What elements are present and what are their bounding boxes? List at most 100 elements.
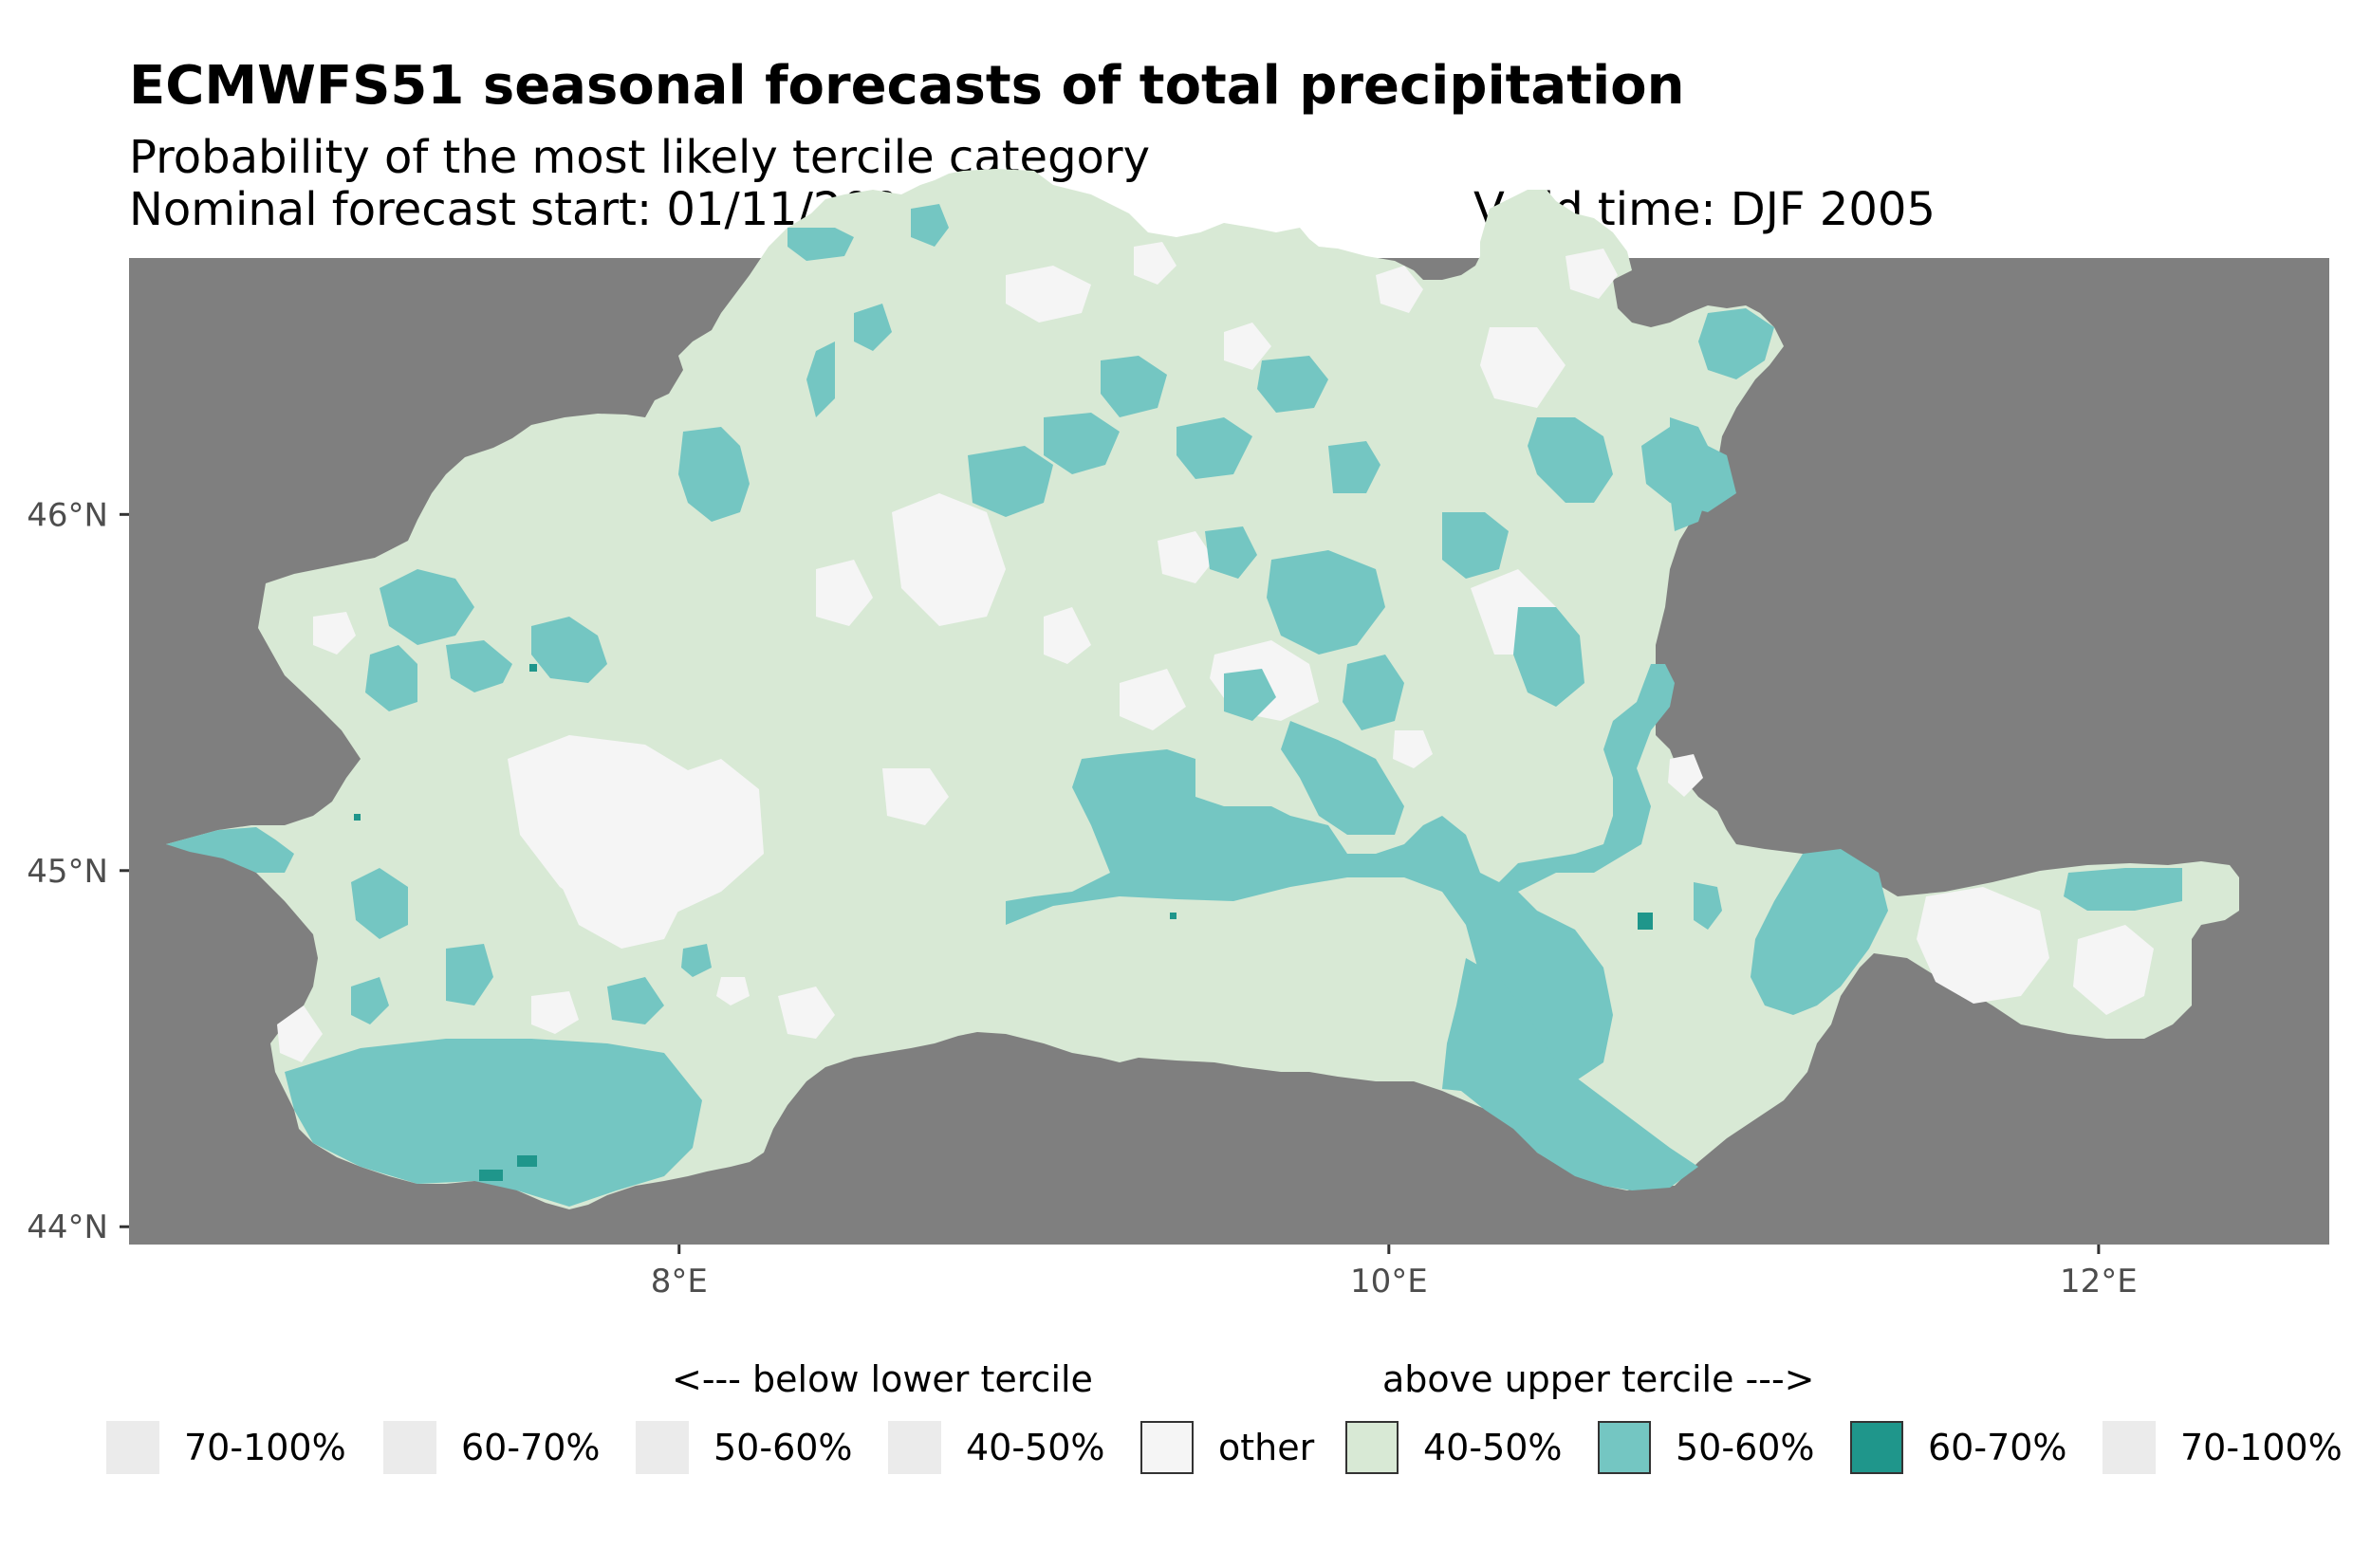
region-above-60-70 — [1170, 913, 1176, 919]
region-other — [778, 987, 835, 1039]
legend-label: 60-70% — [461, 1427, 601, 1468]
region-above-50-60 — [1176, 417, 1252, 479]
legend-swatch — [1850, 1421, 1903, 1474]
legend-swatch — [1140, 1421, 1194, 1474]
region-above-50-60 — [1513, 607, 1584, 707]
region-above-50-60 — [285, 1039, 702, 1207]
region-above-50-60 — [1694, 882, 1722, 930]
region-above-50-60 — [1257, 356, 1328, 413]
legend-item: 60-70% — [383, 1419, 601, 1476]
legend-label: other — [1218, 1427, 1315, 1468]
region-above-50-60 — [2064, 868, 2182, 911]
region-above-50-60 — [1267, 550, 1385, 655]
region-other — [2073, 925, 2154, 1015]
region-above-50-60 — [607, 977, 664, 1024]
legend-label: 40-50% — [1423, 1427, 1563, 1468]
region-above-50-60 — [1224, 669, 1276, 721]
region-other — [1393, 730, 1433, 768]
region-above-50-60 — [446, 944, 493, 1005]
legend-label: 40-50% — [966, 1427, 1105, 1468]
region-above-50-60 — [365, 645, 417, 711]
region-above-60-70 — [1638, 913, 1653, 930]
region-other — [1006, 266, 1091, 323]
region-above-50-60 — [1641, 427, 1736, 512]
legend-swatch — [636, 1421, 689, 1474]
legend-item: 40-50% — [1345, 1419, 1563, 1476]
y-tick-label: 45°N — [27, 853, 108, 891]
region-above-50-60 — [1115, 754, 1186, 835]
region-above-50-60 — [911, 204, 949, 247]
region-other — [1134, 242, 1176, 285]
legend-item: 60-70% — [1850, 1419, 2067, 1476]
region-other — [277, 1005, 323, 1062]
region-other — [882, 768, 949, 825]
region-above-60-70 — [354, 814, 361, 821]
region-other — [1158, 531, 1214, 583]
region-above-60-70 — [529, 664, 537, 672]
legend-item: 70-100% — [106, 1419, 346, 1476]
x-tick-label: 12°E — [2060, 1263, 2138, 1301]
region-above-50-60 — [531, 617, 607, 683]
legend-swatch — [888, 1421, 941, 1474]
region-above-50-60 — [968, 446, 1053, 517]
y-tick-label: 46°N — [27, 496, 108, 534]
region-above-50-60 — [1044, 413, 1120, 474]
region-above-50-60 — [787, 228, 854, 261]
region-above-50-60 — [806, 341, 835, 417]
legend-swatch — [383, 1421, 436, 1474]
legend-label: 50-60% — [1676, 1427, 1815, 1468]
legend-swatch — [2103, 1421, 2156, 1474]
chart-title: ECMWFS51 seasonal forecasts of total pre… — [129, 55, 1685, 117]
region-other — [531, 991, 579, 1034]
region-above-50-60 — [854, 304, 892, 351]
map-layers — [166, 169, 2239, 1209]
region-above-60-70 — [517, 1155, 537, 1167]
legend-label: 50-60% — [713, 1427, 853, 1468]
legend-label: 70-100% — [2180, 1427, 2343, 1468]
legend-item: 50-60% — [636, 1419, 853, 1476]
region-other — [716, 977, 750, 1005]
legend-item: 50-60% — [1598, 1419, 1815, 1476]
region-other — [560, 830, 683, 949]
region-above-50-60 — [446, 640, 512, 692]
region-above-50-60 — [351, 977, 389, 1024]
region-above-50-60 — [678, 427, 750, 522]
x-tick-label: 8°E — [651, 1263, 708, 1301]
region-above-60-70 — [479, 1170, 503, 1181]
legend-swatch — [1345, 1421, 1399, 1474]
x-tick-label: 10°E — [1350, 1263, 1428, 1301]
legend-swatch — [1598, 1421, 1651, 1474]
region-other — [1566, 249, 1618, 299]
legend-label: 60-70% — [1928, 1427, 2067, 1468]
region-above-50-60 — [1205, 526, 1257, 579]
region-other — [1376, 266, 1423, 313]
legend-below-heading: <--- below lower tercile — [672, 1358, 1093, 1400]
region-other — [892, 493, 1006, 626]
region-other — [816, 560, 873, 626]
region-other — [1044, 607, 1091, 664]
region-above-50-60 — [380, 569, 474, 645]
region-above-50-60 — [1442, 512, 1509, 579]
region-above-50-60 — [166, 827, 294, 873]
legend-label: 70-100% — [184, 1427, 346, 1468]
legend-above-heading: above upper tercile ---> — [1382, 1358, 1815, 1400]
region-other — [1668, 754, 1703, 797]
region-above-50-60 — [351, 868, 408, 939]
region-other — [313, 612, 356, 655]
region-other — [1480, 327, 1566, 408]
region-above-50-60 — [1328, 441, 1380, 493]
legend-swatch — [106, 1421, 159, 1474]
legend-item: 40-50% — [888, 1419, 1105, 1476]
legend-item: other — [1140, 1419, 1314, 1476]
region-above-50-60 — [1442, 958, 1698, 1190]
region-above-50-60 — [1101, 356, 1167, 417]
map-axes: 8°E 10°E 12°E 44°N 45°N 46°N — [27, 496, 2137, 1301]
region-above-50-60 — [1698, 308, 1774, 379]
region-other — [1120, 669, 1186, 730]
region-above-50-60 — [681, 944, 712, 977]
region-other — [1224, 323, 1271, 370]
legend-item: 70-100% — [2103, 1419, 2343, 1476]
y-tick-label: 44°N — [27, 1208, 108, 1246]
region-above-50-60 — [1281, 721, 1404, 835]
